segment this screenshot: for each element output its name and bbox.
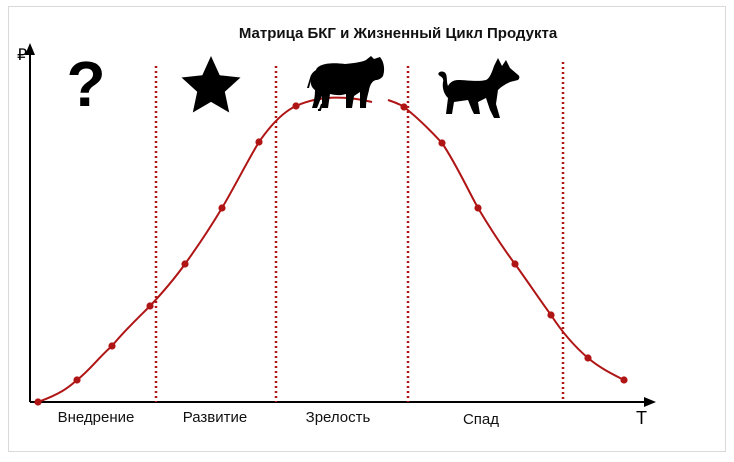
cow-icon <box>307 56 385 111</box>
axes: ₽ T <box>17 43 656 428</box>
curve-point <box>146 302 154 310</box>
diagram-title: Матрица БКГ и Жизненный Цикл Продукта <box>239 25 558 42</box>
curve-point <box>255 138 263 146</box>
curve-points <box>34 102 628 406</box>
curve-point <box>400 103 408 111</box>
curve-point <box>511 260 519 268</box>
star-icon <box>181 56 241 113</box>
dog-icon <box>438 58 520 118</box>
curve-point <box>218 204 226 212</box>
x-axis-arrow <box>644 397 656 407</box>
question-mark-icon: ? <box>66 48 105 120</box>
curve-point <box>34 398 42 406</box>
diagram-frame <box>8 6 726 452</box>
y-axis-arrow <box>25 43 35 55</box>
stage-label-growth: Развитие <box>183 409 248 426</box>
stage-label-maturity: Зрелость <box>306 409 371 426</box>
stage-label-decline: Спад <box>463 411 499 428</box>
stage-dividers <box>154 62 565 402</box>
curve-point <box>73 376 81 384</box>
curve-point <box>620 376 628 384</box>
curve-point <box>108 342 116 350</box>
curve-point <box>474 204 482 212</box>
x-axis-symbol: T <box>636 408 647 428</box>
curve-point <box>547 311 555 319</box>
stage-label-introduction: Внедрение <box>58 409 135 426</box>
curve-point <box>438 139 446 147</box>
curve-point <box>181 260 189 268</box>
stage-labels: Внедрение Развитие Зрелость Спад <box>58 409 500 428</box>
curve-point <box>292 102 300 110</box>
curve-point <box>584 354 592 362</box>
lifecycle-curve <box>37 96 625 403</box>
y-axis-symbol: ₽ <box>17 47 27 64</box>
